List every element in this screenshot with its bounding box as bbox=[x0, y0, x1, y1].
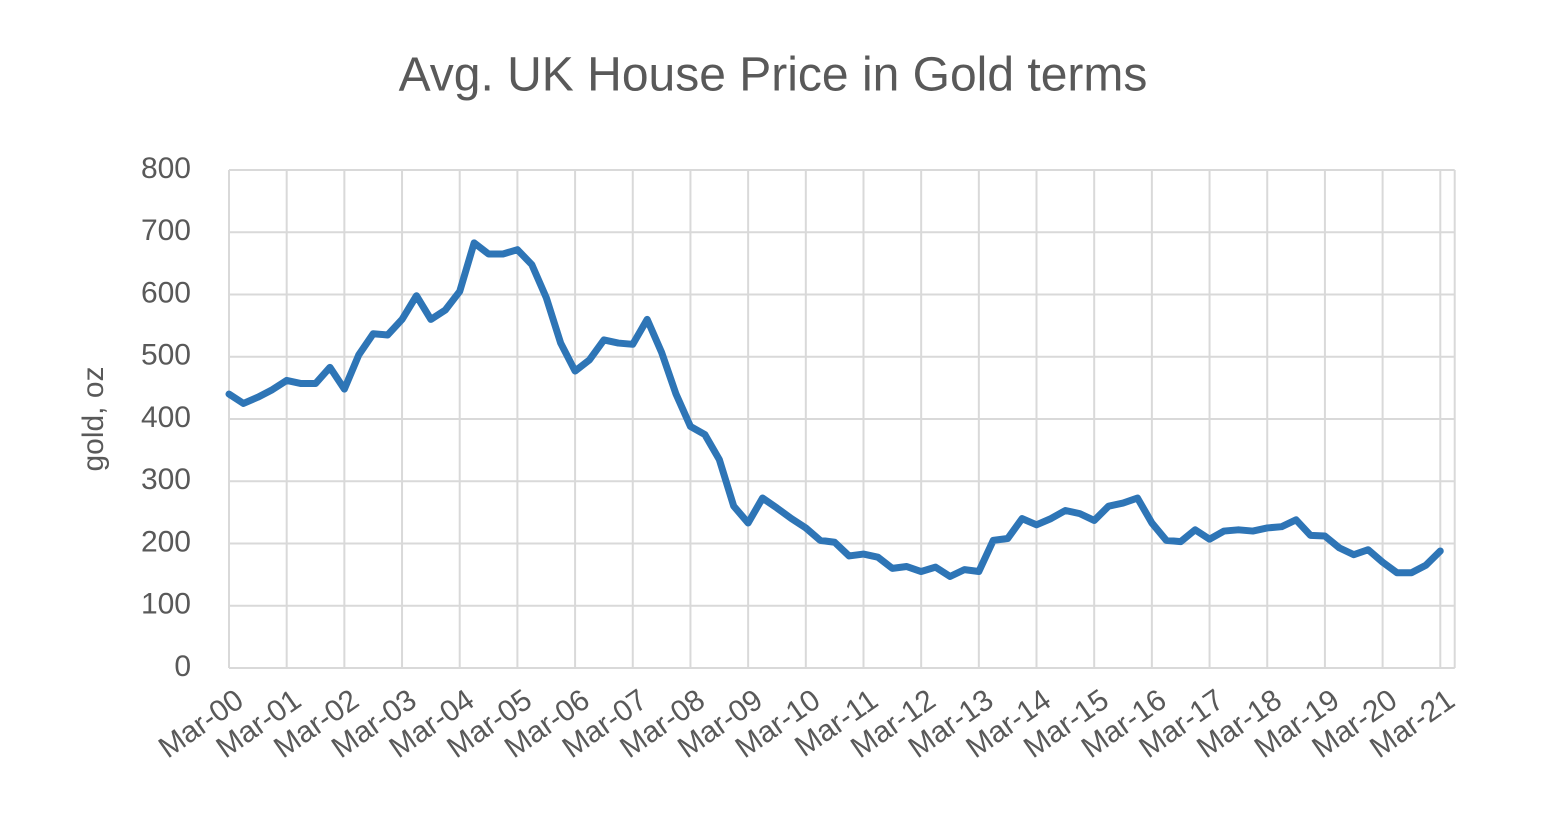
y-tick-label: 0 bbox=[174, 650, 191, 683]
y-tick-label: 600 bbox=[141, 276, 191, 309]
y-tick-label: 500 bbox=[141, 339, 191, 372]
y-tick-label: 300 bbox=[141, 463, 191, 496]
y-tick-label: 700 bbox=[141, 214, 191, 247]
data-line bbox=[225, 239, 1444, 580]
chart-title: Avg. UK House Price in Gold terms bbox=[399, 49, 1148, 102]
y-tick-label: 100 bbox=[141, 588, 191, 621]
y-tick-label: 800 bbox=[141, 152, 191, 185]
y-tick-label: 200 bbox=[141, 525, 191, 558]
y-axis-title: gold, oz bbox=[77, 366, 110, 471]
y-tick-label: 400 bbox=[141, 401, 191, 434]
